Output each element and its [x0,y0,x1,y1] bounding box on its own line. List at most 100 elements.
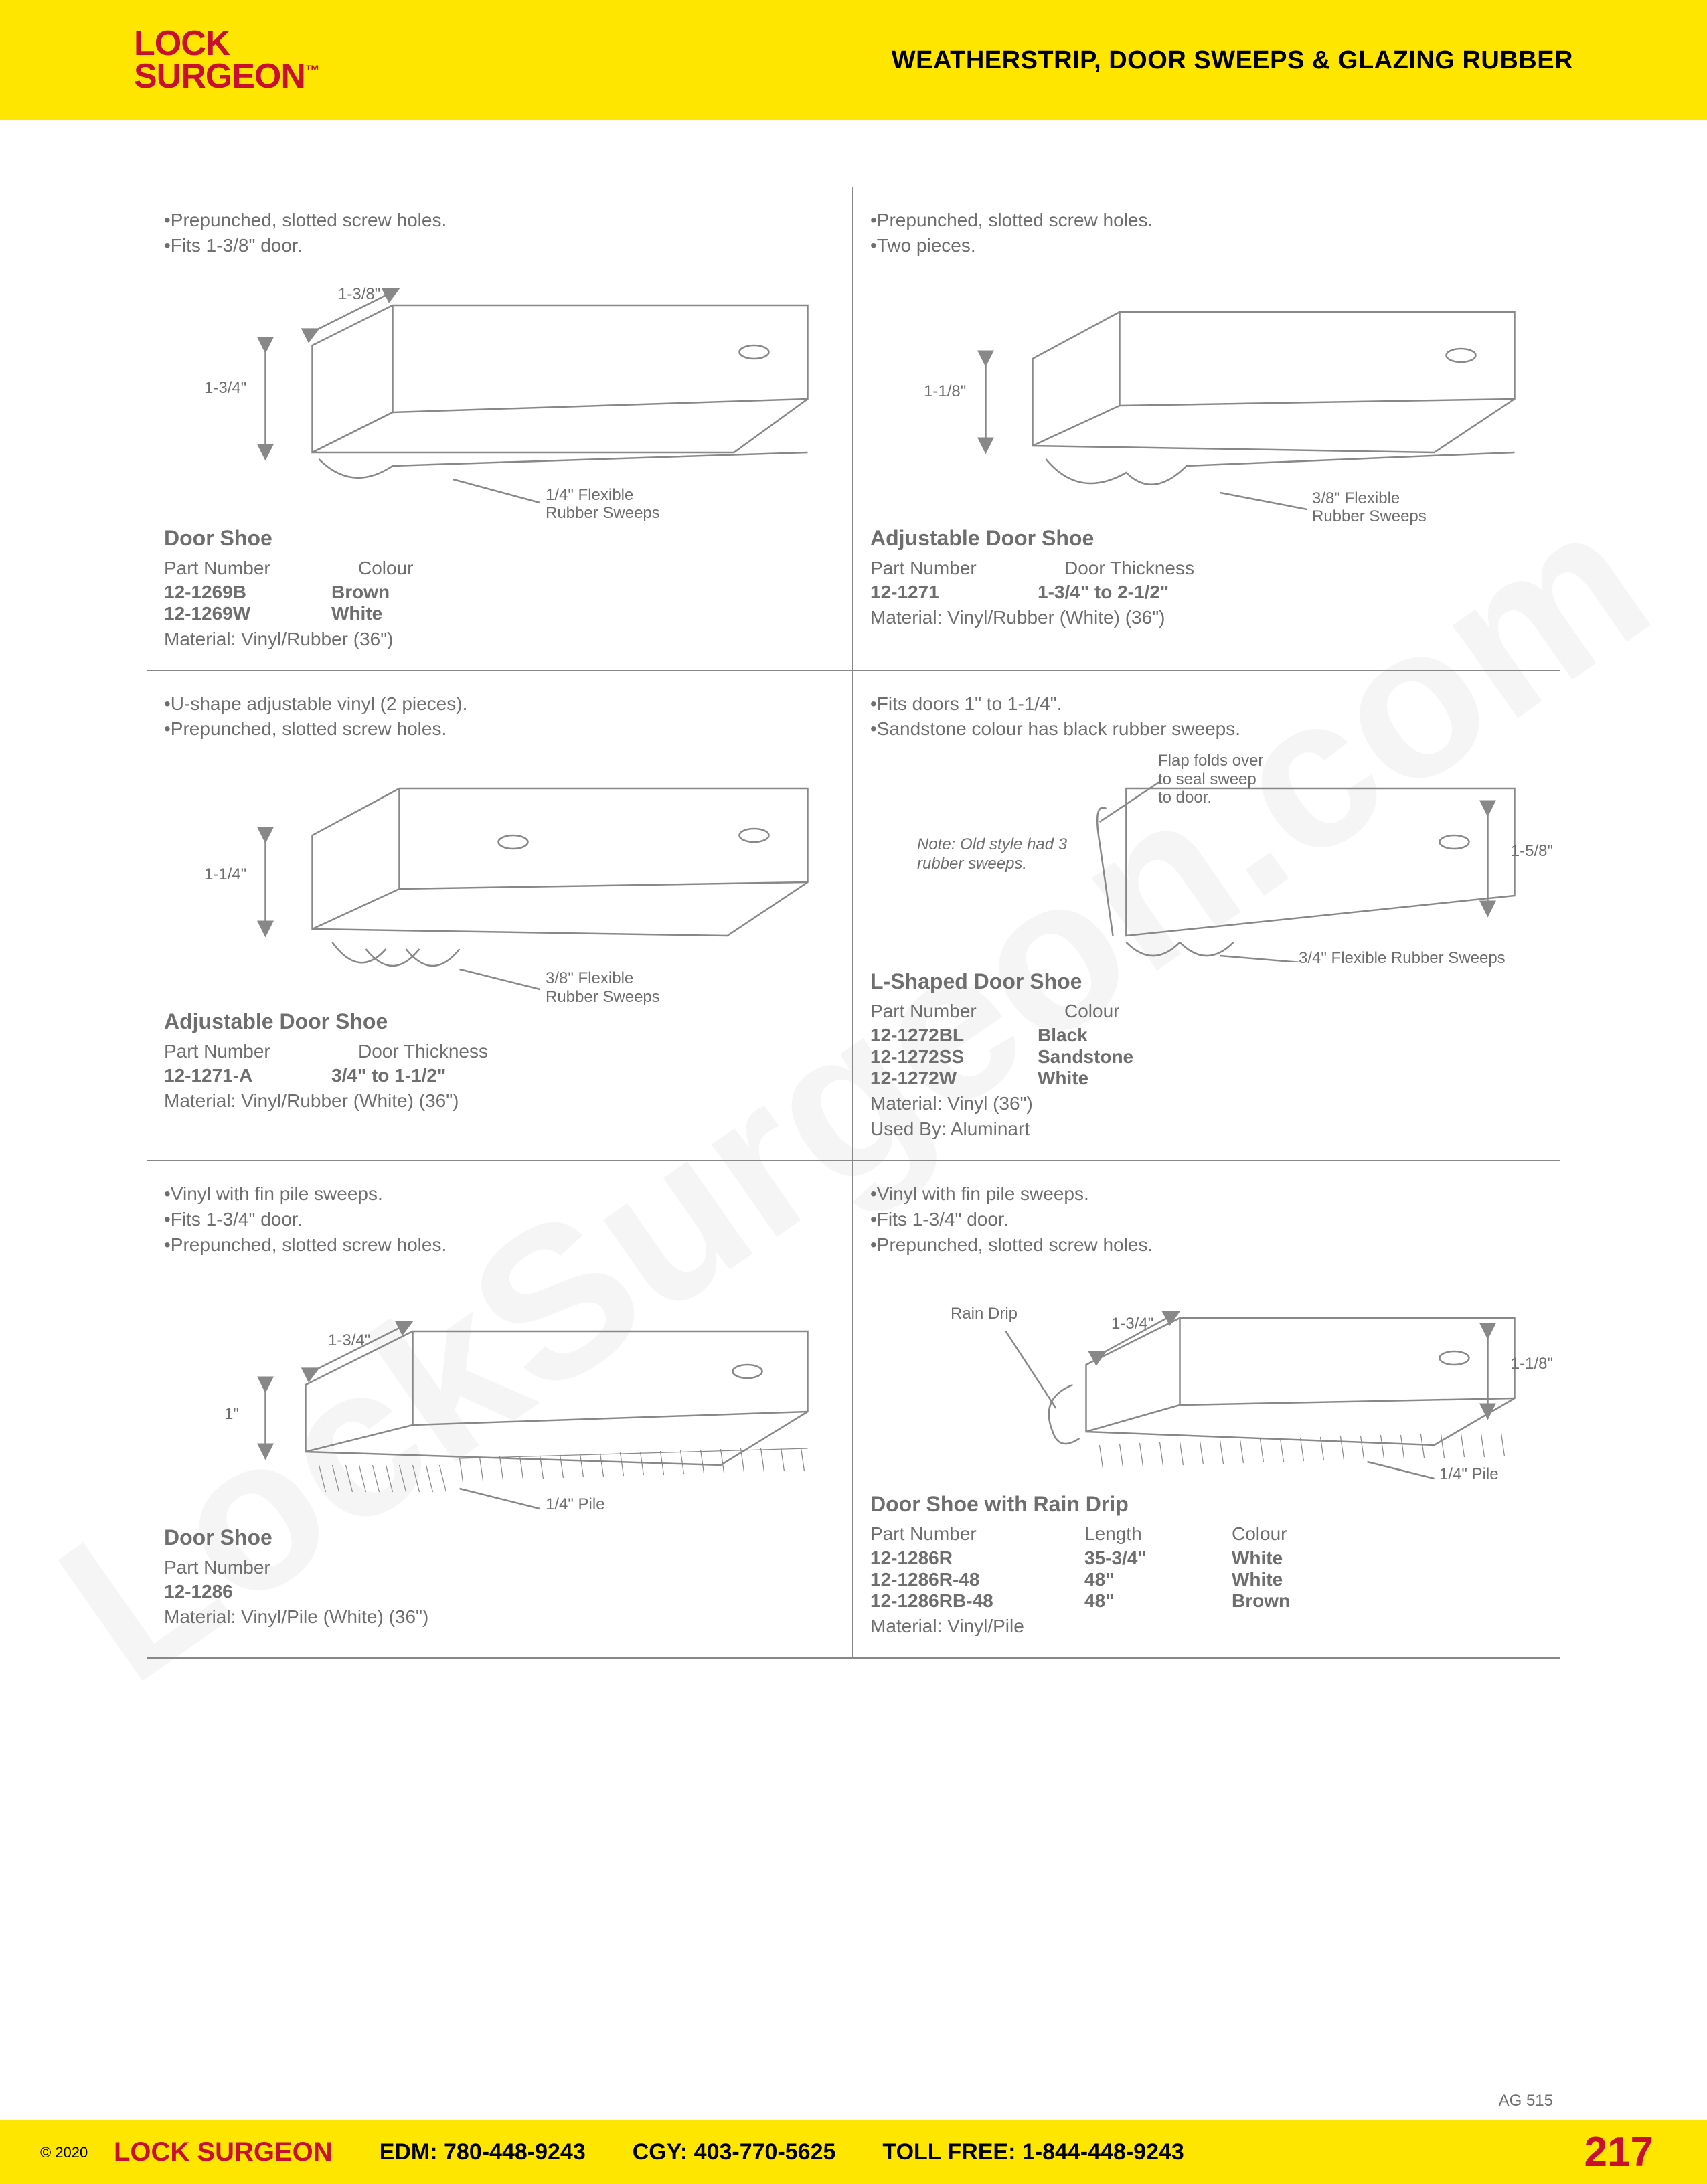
ag-code: AG 515 [1499,2092,1553,2110]
bullet: •Prepunched, slotted screw holes. [870,207,1543,233]
bullet: •Fits 1-3/4" door. [164,1207,835,1232]
product-diagram: 1-1/4" 3/8" Flexible Rubber Sweeps [164,748,835,1003]
colour: Sandstone [1038,1046,1158,1068]
product-diagram: 1" 1-3/4" 1/4" Pile [164,1264,835,1519]
bullet: •Fits 1-3/8" door. [164,233,835,258]
product-cell: •Prepunched, slotted screw holes. •Two p… [854,187,1560,670]
product-title: L-Shaped Door Shoe [870,969,1543,994]
material: Material: Vinyl/Rubber (36") [164,628,835,650]
phone-edm: EDM: 780-448-9243 [380,2139,586,2165]
footer-brand: LOCK SURGEON [114,2137,333,2167]
colour: White [331,603,452,624]
bullet: •Prepunched, slotted screw holes. [164,716,835,742]
bullet: •Fits 1-3/4" door. [870,1207,1543,1232]
material: Material: Vinyl/Pile (White) (36") [164,1606,835,1628]
thickness: 1-3/4" to 2-1/2" [1038,582,1169,603]
colour: White [1038,1068,1158,1089]
dim-height: 1" [224,1405,239,1424]
spec-table: Part Number Door Thickness 12-1271-A3/4"… [164,1041,835,1112]
product-title: Door Shoe with Rain Drip [870,1492,1543,1517]
col-header: Door Thickness [1064,558,1194,579]
col-header: Part Number [164,1557,270,1578]
grid-row: •U-shape adjustable vinyl (2 pieces). •P… [147,671,1560,1162]
length: 48" [1084,1590,1185,1612]
page-title: WEATHERSTRIP, DOOR SWEEPS & GLAZING RUBB… [892,46,1573,75]
product-title: Adjustable Door Shoe [870,526,1543,551]
colour: Brown [1232,1590,1352,1612]
col-header: Part Number [870,1001,1018,1022]
product-grid: •Prepunched, slotted screw holes. •Fits … [147,187,1560,1659]
product-cell: •Vinyl with fin pile sweeps. •Fits 1-3/4… [854,1161,1560,1657]
callout: 1/4" Pile [546,1495,605,1514]
bullet: •Prepunched, slotted screw holes. [164,207,835,233]
material: Material: Vinyl/Pile [870,1616,1543,1637]
part-number: 12-1272BL [870,1025,991,1046]
logo-tm: ™ [305,62,319,79]
bullet: •Two pieces. [870,233,1543,258]
rain-drip-label: Rain Drip [951,1305,1018,1323]
dim-height: 1-1/8" [1511,1355,1553,1373]
product-cell: •U-shape adjustable vinyl (2 pieces). •P… [147,671,854,1161]
part-number: 12-1286R [870,1547,1038,1569]
catalog-page: LOCK SURGEON ™ WEATHERSTRIP, DOOR SWEEPS … [0,0,1707,2184]
col-header: Door Thickness [358,1041,488,1062]
callout: 3/8" Flexible Rubber Sweeps [1312,489,1427,526]
dim-height: 1-5/8" [1511,842,1553,861]
part-number: 12-1269B [164,582,284,603]
colour: White [1232,1547,1352,1569]
bullet: •Sandstone colour has black rubber sweep… [870,716,1543,742]
old-style-note: Note: Old style had 3 rubber sweeps. [917,835,1067,874]
bullet: •Vinyl with fin pile sweeps. [870,1181,1543,1207]
product-bullets: •Prepunched, slotted screw holes. •Two p… [870,207,1543,258]
part-number: 12-1269W [164,603,284,624]
callout: 3/8" Flexible Rubber Sweeps [546,969,660,1006]
callout: 1/4" Flexible Rubber Sweeps [546,486,660,523]
product-bullets: •U-shape adjustable vinyl (2 pieces). •P… [164,691,835,742]
col-header: Colour [1064,1001,1119,1022]
material: Material: Vinyl (36") [870,1093,1543,1114]
dim-width: 1-3/8" [338,285,380,304]
product-bullets: •Vinyl with fin pile sweeps. •Fits 1-3/4… [870,1181,1543,1257]
grid-row: •Prepunched, slotted screw holes. •Fits … [147,187,1560,671]
callout: 3/4" Flexible Rubber Sweeps [1299,949,1506,968]
page-header: LOCK SURGEON™ WEATHERSTRIP, DOOR SWEEPS … [0,0,1707,120]
product-title: Door Shoe [164,1525,835,1550]
dim-height: 1-3/4" [204,379,246,398]
spec-table: Part Number 12-1286 Material: Vinyl/Pile… [164,1557,835,1628]
product-cell: •Fits doors 1" to 1-1/4". •Sandstone col… [854,671,1560,1161]
product-diagram: 1-1/8" 3/8" Flexible Rubber Sweeps [870,265,1543,519]
colour: White [1232,1569,1352,1590]
product-cell: •Vinyl with fin pile sweeps. •Fits 1-3/4… [147,1161,854,1657]
dim-width: 1-3/4" [1111,1315,1153,1333]
bullet: •Vinyl with fin pile sweeps. [164,1181,835,1207]
used-by: Used By: Aluminart [870,1118,1543,1140]
col-header: Colour [1232,1523,1287,1545]
length: 35-3/4" [1084,1547,1185,1569]
col-header: Colour [358,558,413,579]
spec-table: Part Number Colour 12-1272BL Black 12-127… [870,1001,1543,1140]
col-header: Part Number [870,1523,1038,1545]
spec-table: Part Number Door Thickness 12-12711-3/4"… [870,558,1543,628]
spec-table: Part Number Length Colour 12-1286R35-3/4… [870,1523,1543,1637]
bullet: •Prepunched, slotted screw holes. [164,1232,835,1258]
part-number: 12-1286R-48 [870,1569,1038,1590]
part-number: 12-1286 [164,1581,284,1602]
product-diagram: Rain Drip 1-3/4" 1-1/8" 1/4" Pile [870,1264,1543,1485]
product-title: Adjustable Door Shoe [164,1009,835,1034]
material: Material: Vinyl/Rubber (White) (36") [164,1090,835,1112]
callout: 1/4" Pile [1439,1465,1499,1484]
product-bullets: •Prepunched, slotted screw holes. •Fits … [164,207,835,258]
colour: Brown [331,582,452,603]
flap-note: Flap folds over to seal sweep to door. [1158,752,1263,807]
length: 48" [1084,1569,1185,1590]
colour: Black [1038,1025,1158,1046]
part-number: 12-1272W [870,1068,991,1089]
product-bullets: •Vinyl with fin pile sweeps. •Fits 1-3/4… [164,1181,835,1257]
content: •Prepunched, slotted screw holes. •Fits … [0,120,1707,1685]
bullet: •Prepunched, slotted screw holes. [870,1232,1543,1258]
part-number: 12-1271-A [164,1065,284,1086]
material: Material: Vinyl/Rubber (White) (36") [870,607,1543,628]
part-number: 12-1272SS [870,1046,991,1068]
col-header: Part Number [164,1041,311,1062]
spec-table: Part Number Colour 12-1269BBrown 12-1269… [164,558,835,650]
